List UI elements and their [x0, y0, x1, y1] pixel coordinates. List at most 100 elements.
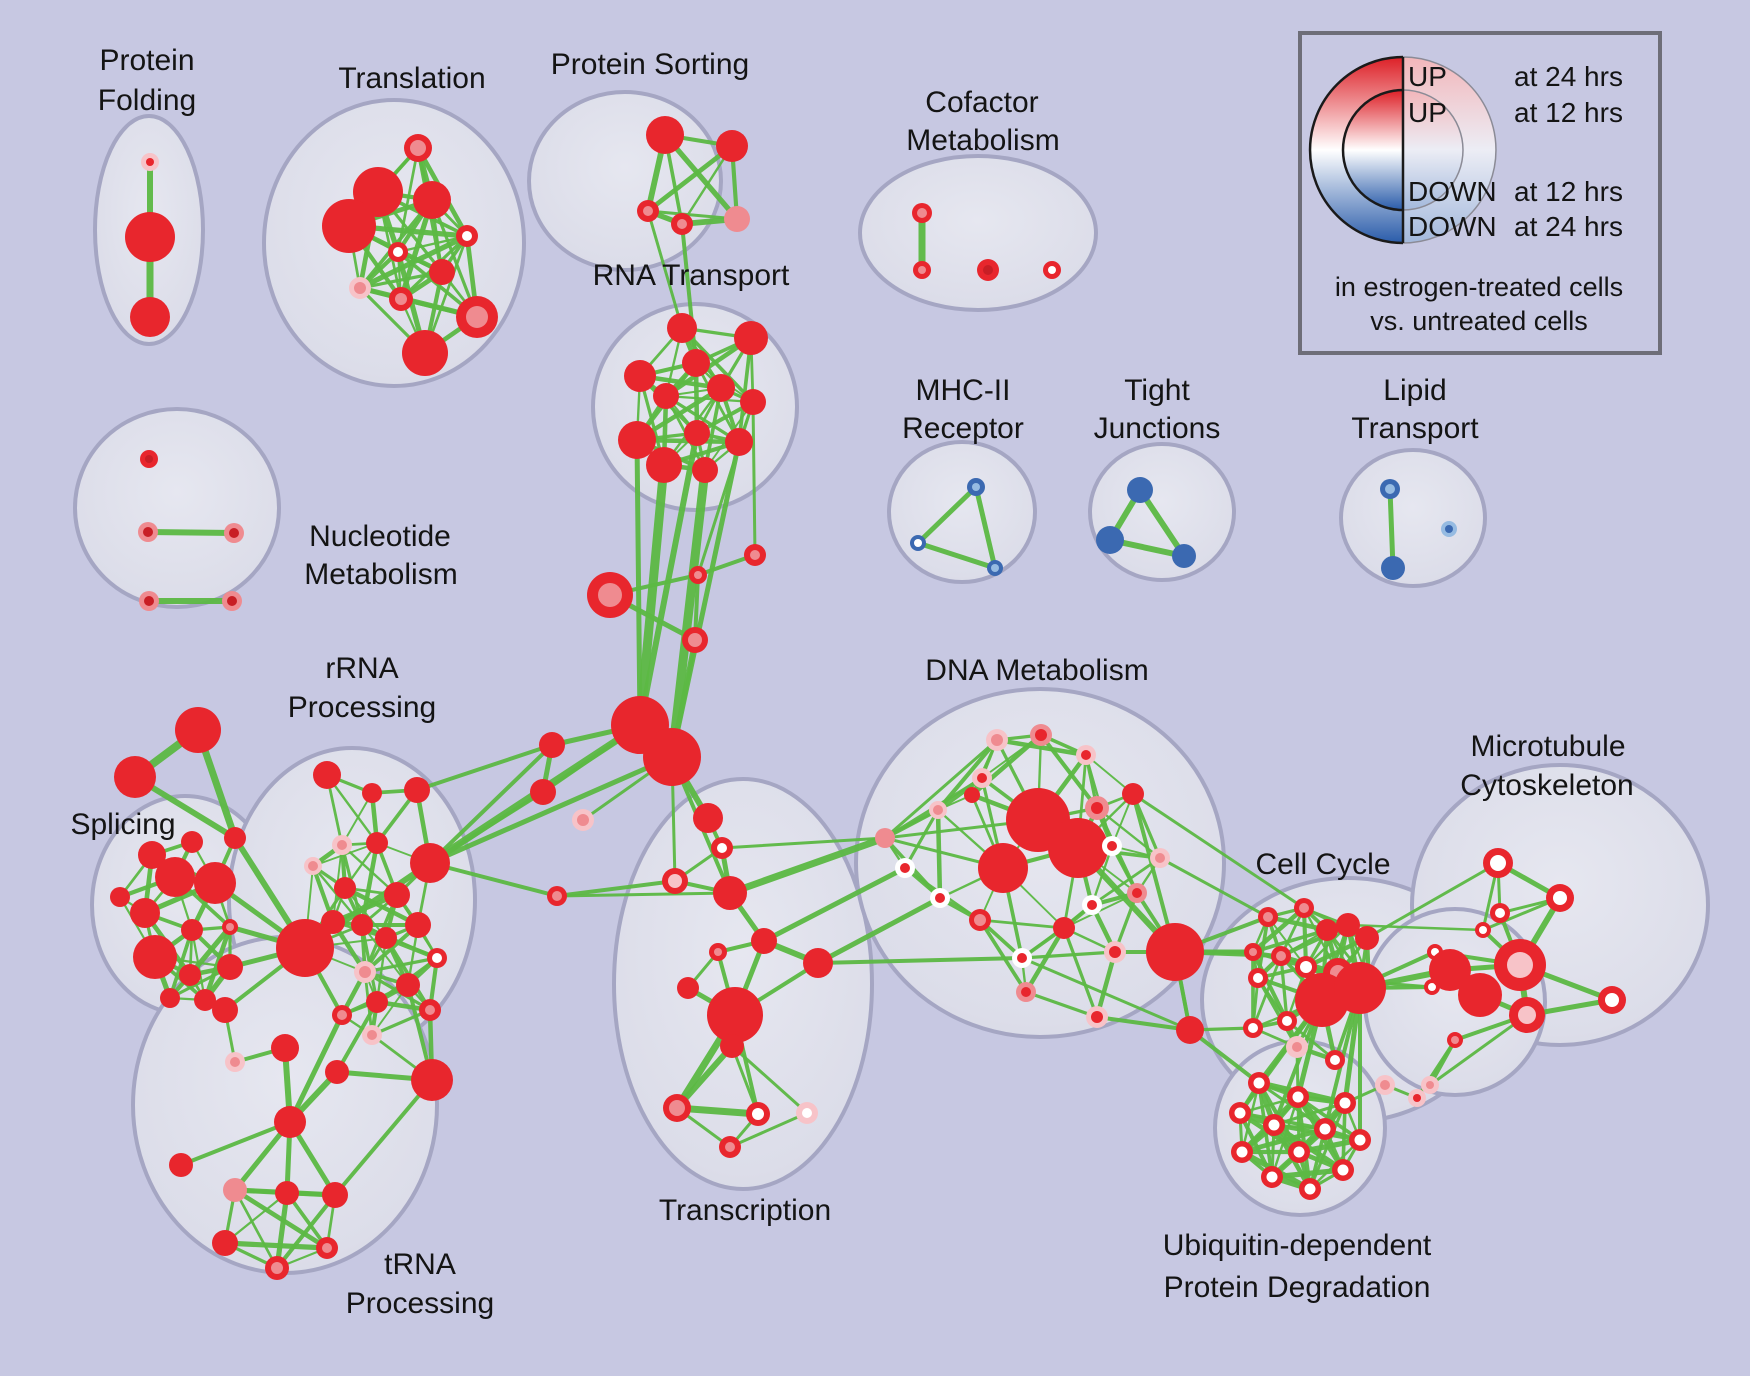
network-node-core: [1268, 1119, 1280, 1131]
network-node: [1048, 818, 1108, 878]
network-node: [402, 330, 448, 376]
network-node-core: [1385, 484, 1395, 494]
cluster-label: Microtubule: [1470, 730, 1625, 763]
network-node: [707, 987, 763, 1043]
network-node: [224, 827, 246, 849]
network-node-core: [1234, 1107, 1246, 1119]
network-node-core: [717, 843, 727, 853]
cluster-label: Cofactor: [925, 86, 1038, 119]
network-node: [803, 948, 833, 978]
network-node: [740, 389, 766, 415]
network-nodes: [110, 116, 1626, 1280]
network-node: [325, 1060, 349, 1084]
network-edge: [335, 1000, 379, 1074]
network-node: [964, 787, 980, 803]
legend-ring-inner-left: [1343, 90, 1403, 210]
network-node-core: [425, 1005, 435, 1015]
network-node: [404, 777, 430, 803]
network-node-core: [432, 953, 442, 963]
legend-outline-outer-right: [1402, 56, 1497, 244]
network-edge: [274, 1190, 290, 1271]
network-node-core: [1380, 1080, 1390, 1090]
network-edge: [680, 222, 698, 365]
network-edge: [883, 738, 999, 840]
network-node: [353, 167, 403, 217]
network-edge: [1131, 792, 1306, 910]
cluster-label: Cell Cycle: [1255, 848, 1390, 881]
network-node: [1429, 949, 1471, 991]
network-edge: [915, 540, 998, 571]
network-node-core: [991, 734, 1003, 746]
network-node-core: [1292, 1042, 1302, 1052]
network-edge: [646, 209, 684, 330]
network-node: [179, 964, 201, 986]
legend-outline-inner-left: [1341, 88, 1404, 212]
network-node-core: [900, 863, 910, 873]
legend-outline-inner-right: [1402, 89, 1464, 211]
network-node: [181, 831, 203, 853]
cluster-label: tRNA: [384, 1248, 456, 1281]
network-node-core: [1428, 983, 1436, 991]
network-edge: [667, 465, 710, 762]
cluster-label: MHC-II: [916, 374, 1011, 407]
network-node: [276, 919, 334, 977]
network-node-core: [229, 528, 239, 538]
network-node-core: [933, 805, 943, 815]
network-edge: [761, 865, 908, 944]
network-node-core: [144, 596, 154, 606]
network-node: [1355, 926, 1379, 950]
network-edge: [973, 484, 998, 571]
network-edge: [903, 808, 940, 870]
cluster-label: Protein Sorting: [551, 48, 749, 81]
network-node-core: [917, 208, 927, 218]
network-node-core: [918, 266, 926, 274]
network-node: [1096, 526, 1124, 554]
network-edge: [415, 743, 554, 792]
network-node: [539, 732, 565, 758]
cluster-bubble: [887, 440, 1037, 584]
network-node: [720, 1034, 744, 1058]
legend-direction-label: DOWN: [1408, 211, 1497, 242]
network-node: [646, 116, 684, 154]
network-node: [692, 457, 718, 483]
network-node: [194, 862, 236, 904]
network-node-core: [322, 1243, 332, 1253]
cluster-label: Junctions: [1094, 412, 1221, 445]
network-node: [429, 259, 455, 285]
network-edge: [664, 394, 755, 404]
cluster-label: Lipid: [1383, 374, 1446, 407]
network-node: [217, 954, 243, 980]
network-node: [677, 977, 699, 999]
network-node: [667, 313, 697, 343]
network-node-core: [1091, 1011, 1103, 1023]
network-edge: [1250, 905, 1307, 955]
network-edge: [1428, 1013, 1529, 1087]
network-node-core: [1605, 993, 1619, 1007]
network-edge: [1023, 925, 1067, 995]
network-node: [275, 1181, 299, 1205]
network-node: [351, 914, 373, 936]
network-edge: [1094, 949, 1118, 1020]
network-node-core: [1263, 912, 1273, 922]
network-node: [366, 832, 388, 854]
network-edge: [1256, 976, 1299, 1049]
network-node-core: [1276, 951, 1286, 961]
network-edge: [1137, 487, 1187, 559]
network-node-core: [1304, 1183, 1316, 1195]
network-edge: [145, 529, 237, 536]
network-node-core: [1091, 802, 1103, 814]
network-edge: [428, 743, 554, 865]
network-node-core: [395, 293, 407, 305]
network-node-core: [337, 840, 347, 850]
cluster-bubble: [1088, 442, 1236, 582]
cluster-label: Nucleotide: [309, 520, 451, 553]
network-node: [114, 756, 156, 798]
cluster-label: Ubiquitin-dependent: [1163, 1229, 1432, 1262]
network-edge: [179, 1120, 292, 1167]
network-edge: [363, 956, 439, 974]
network-edge: [720, 836, 887, 850]
network-edge: [555, 891, 732, 898]
network-node-core: [367, 1030, 377, 1040]
network-node-core: [1081, 750, 1091, 760]
